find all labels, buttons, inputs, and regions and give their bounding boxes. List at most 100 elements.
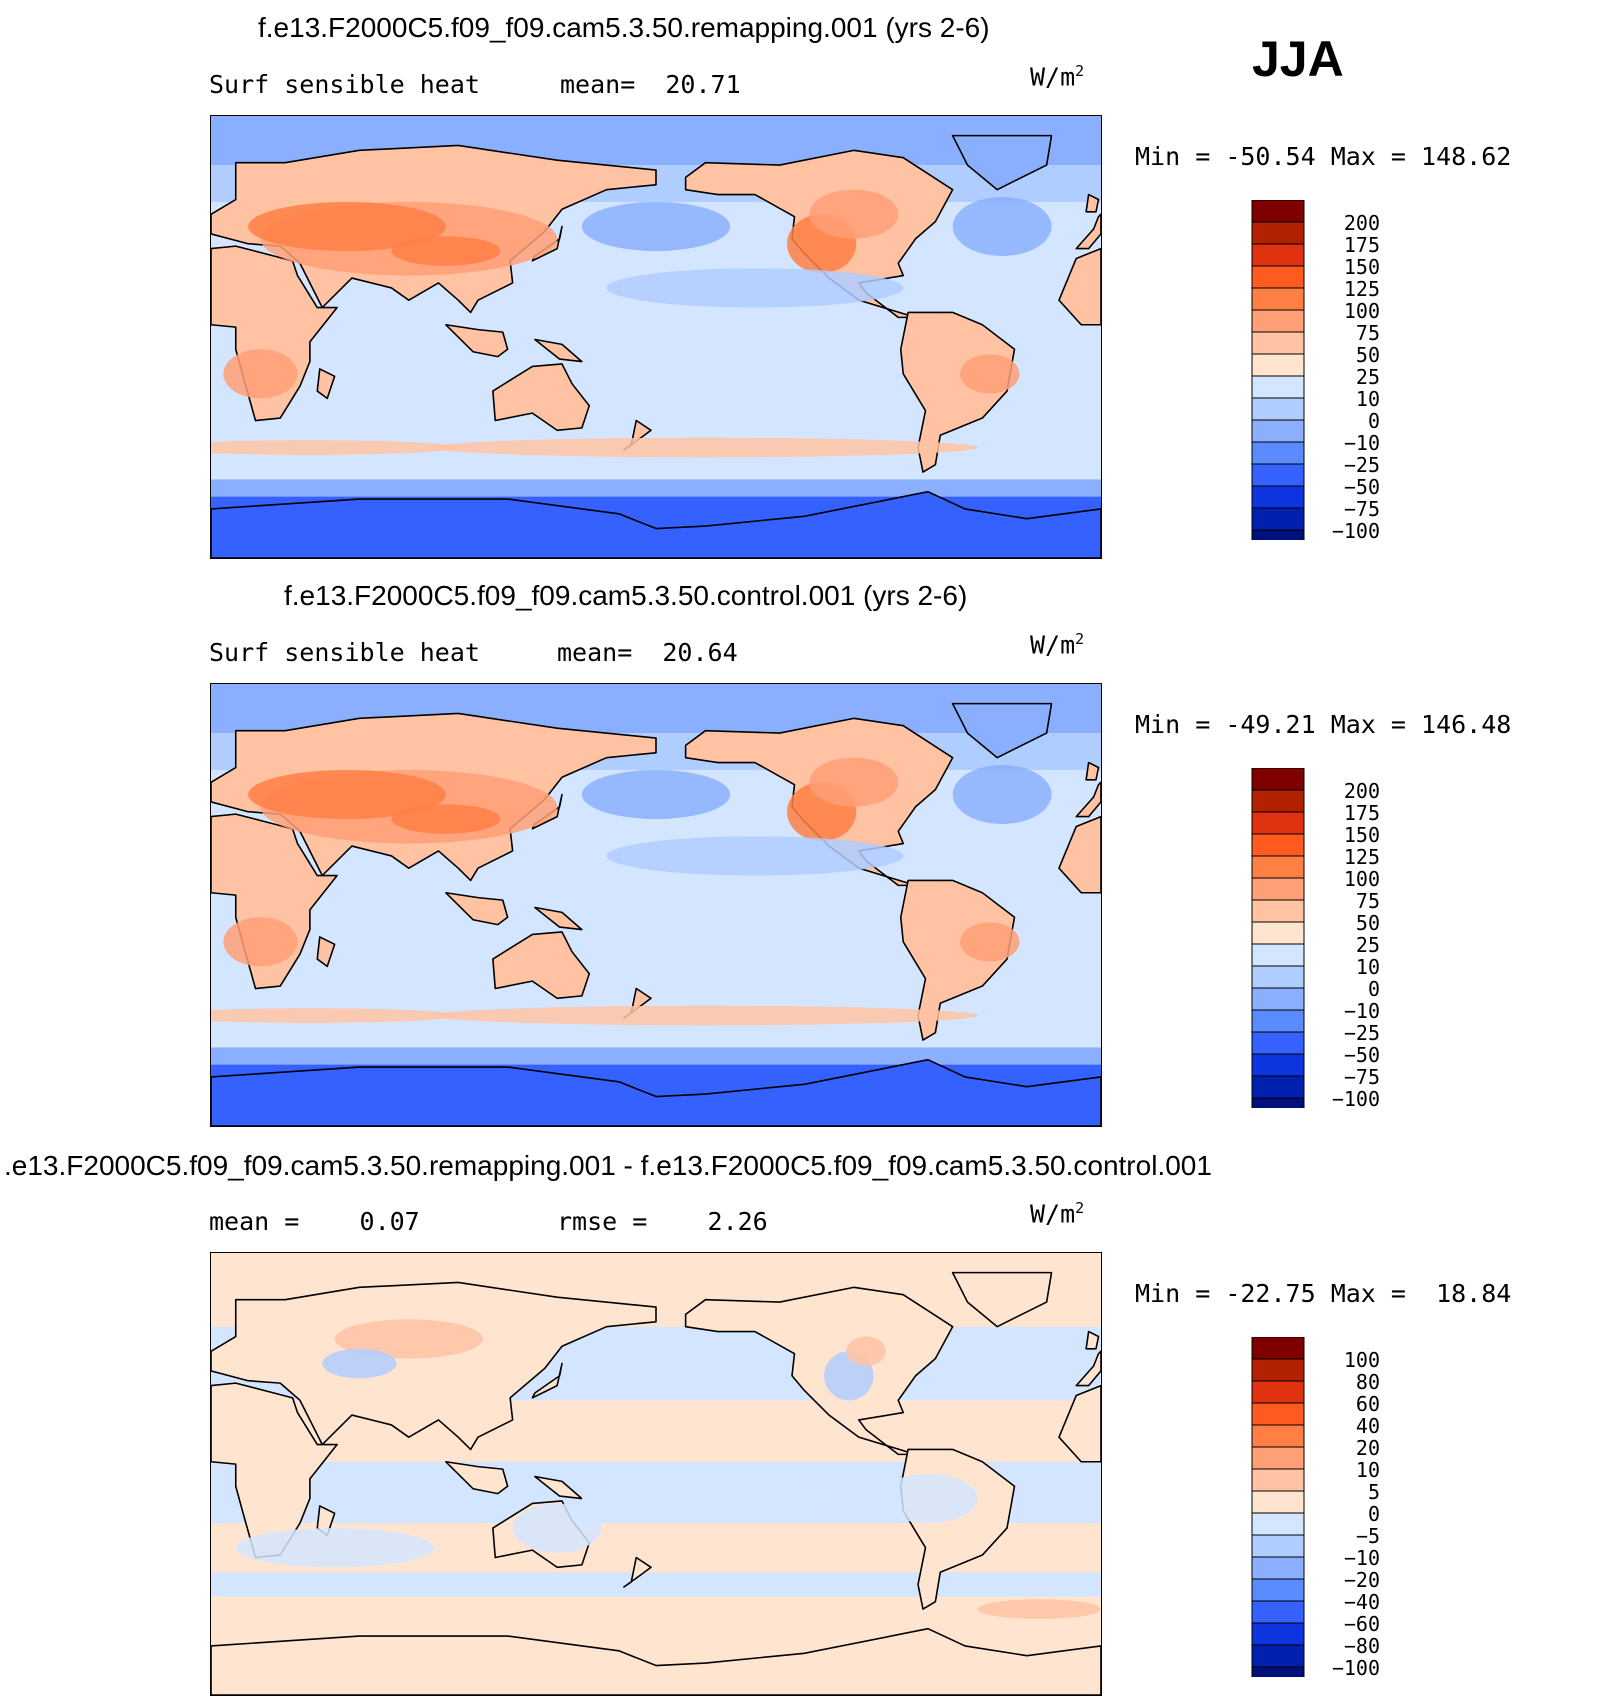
colorbar-2-tick-label: 125 bbox=[1344, 845, 1380, 869]
map-1-contour-region bbox=[223, 349, 298, 399]
colorbar-1-tick-label: −25 bbox=[1344, 453, 1380, 477]
colorbar-3-swatch bbox=[1251, 1600, 1305, 1624]
coastline-europeWest bbox=[1075, 213, 1101, 250]
panel-1-colorbar: 200 175 150 125 100 75 50 25 10 0 −10 −25 −50 −75 −100 bbox=[1250, 200, 1390, 540]
colorbar-2-swatch bbox=[1251, 1009, 1305, 1033]
colorbar-3-swatch bbox=[1251, 1534, 1305, 1558]
colorbar-2-tick-label: 200 bbox=[1344, 779, 1380, 803]
colorbar-3-swatch bbox=[1251, 1402, 1305, 1426]
colorbar-3-tick-label: 10 bbox=[1356, 1458, 1380, 1482]
colorbar-3-swatch bbox=[1251, 1622, 1305, 1646]
colorbar-2-swatch bbox=[1251, 833, 1305, 857]
panel-3-colorbar: 100 80 60 40 20 10 5 0 −5 −10 −20 −40 −60 −80 −100 bbox=[1250, 1337, 1390, 1677]
panel-2-mean-label: mean= 20.64 bbox=[557, 638, 738, 667]
map-3-contour-region bbox=[846, 1336, 886, 1366]
coastline-australia bbox=[492, 931, 591, 1000]
panel-1-mean-value: 20.71 bbox=[665, 70, 741, 99]
colorbar-1-tick-label: 100 bbox=[1344, 299, 1380, 323]
colorbar-3-swatch bbox=[1251, 1666, 1305, 1677]
colorbar-2-tick-label: 100 bbox=[1344, 867, 1380, 891]
colorbar-1-tick-label: 75 bbox=[1356, 321, 1380, 345]
colorbar-2-swatch bbox=[1251, 899, 1305, 923]
panel-3-mean-value: 0.07 bbox=[359, 1207, 420, 1236]
colorbar-2-swatch bbox=[1251, 987, 1305, 1011]
panel-2-max-value: 146.48 bbox=[1421, 710, 1512, 739]
colorbar-3-tick-label: −20 bbox=[1344, 1568, 1380, 1592]
panel-2-colorbar: 200 175 150 125 100 75 50 25 10 0 −10 −25 −50 −75 −100 bbox=[1250, 768, 1390, 1108]
coastline-indonesia bbox=[445, 1460, 509, 1495]
colorbar-3-swatch bbox=[1251, 1644, 1305, 1668]
panel-3-rmse-value: 2.26 bbox=[707, 1207, 768, 1236]
map-3-contour-region bbox=[581, 1478, 830, 1519]
map-3-contour-region bbox=[334, 1319, 483, 1359]
map-3-contour-region bbox=[878, 1474, 978, 1524]
map-1-contour-region bbox=[809, 189, 899, 239]
colorbar-1-swatch bbox=[1251, 353, 1305, 377]
map-1-zonal-band bbox=[211, 479, 1101, 497]
season-label: JJA bbox=[1252, 31, 1344, 87]
coastline-europeWest bbox=[1075, 1350, 1101, 1387]
colorbar-2-swatch bbox=[1251, 1075, 1305, 1099]
colorbar-3-swatch bbox=[1251, 1468, 1305, 1492]
colorbar-2-tick-label: −50 bbox=[1344, 1043, 1380, 1067]
colorbar-3-tick-label: −40 bbox=[1344, 1590, 1380, 1614]
colorbar-2-tick-label: 175 bbox=[1344, 801, 1380, 825]
colorbar-2-tick-label: 25 bbox=[1356, 933, 1380, 957]
colorbar-2-tick-label: 0 bbox=[1368, 977, 1380, 1001]
colorbar-2-tick-label: −25 bbox=[1344, 1021, 1380, 1045]
panel-2-title: f.e13.F2000C5.f09_f09.cam5.3.50.control.… bbox=[284, 580, 968, 611]
coastline-australia bbox=[492, 363, 591, 432]
panel-3-min-value: -22.75 bbox=[1225, 1279, 1316, 1308]
coastline-indonesia bbox=[445, 891, 509, 926]
colorbar-2-tick-label: 10 bbox=[1356, 955, 1380, 979]
colorbar-3-tick-label: −60 bbox=[1344, 1612, 1380, 1636]
map-1-contour-region bbox=[960, 354, 1020, 394]
panel-2-mean-value: 20.64 bbox=[662, 638, 738, 667]
coastline-japan bbox=[531, 1362, 563, 1399]
colorbar-3-swatch bbox=[1251, 1446, 1305, 1470]
map-2-contour-region bbox=[223, 917, 298, 967]
coastline-uk bbox=[1085, 761, 1100, 781]
colorbar-3-tick-label: 20 bbox=[1356, 1436, 1380, 1460]
colorbar-1-tick-label: −100 bbox=[1332, 519, 1380, 540]
colorbar-1-swatch bbox=[1251, 507, 1305, 531]
colorbar-3-swatch bbox=[1251, 1337, 1305, 1360]
colorbar-2-swatch bbox=[1251, 1053, 1305, 1077]
colorbar-1-swatch bbox=[1251, 287, 1305, 311]
colorbar-3-swatch bbox=[1251, 1556, 1305, 1580]
map-2-contour-region bbox=[433, 1005, 978, 1026]
colorbar-1-swatch bbox=[1251, 419, 1305, 443]
colorbar-3-tick-label: −10 bbox=[1344, 1546, 1380, 1570]
coastline-nz bbox=[623, 1556, 652, 1588]
colorbar-2-tick-label: −10 bbox=[1344, 999, 1380, 1023]
colorbar-1-swatch bbox=[1251, 331, 1305, 355]
coastline-uk bbox=[1085, 1330, 1100, 1350]
map-1-contour-region bbox=[248, 201, 446, 252]
map-2-contour-region bbox=[606, 836, 904, 876]
map-3-contour-region bbox=[977, 1599, 1101, 1619]
map-2-contour-region bbox=[581, 769, 731, 820]
colorbar-1-tick-label: −50 bbox=[1344, 475, 1380, 499]
colorbar-1-swatch bbox=[1251, 375, 1305, 399]
panel-1-units: W/m2 bbox=[1030, 62, 1085, 92]
map-3-contour-region bbox=[235, 1528, 434, 1568]
coastline-antarctica bbox=[211, 1627, 1101, 1695]
colorbar-2-swatch bbox=[1251, 789, 1305, 813]
colorbar-1-tick-label: 10 bbox=[1356, 387, 1380, 411]
colorbar-3-tick-label: 60 bbox=[1356, 1392, 1380, 1416]
map-2-contour-region bbox=[960, 922, 1020, 962]
colorbar-1-tick-label: 25 bbox=[1356, 365, 1380, 389]
coastline-antarctica bbox=[211, 490, 1101, 558]
coastline-africa bbox=[211, 1382, 338, 1559]
colorbar-1-tick-label: 50 bbox=[1356, 343, 1380, 367]
map-1-contour-region bbox=[211, 440, 459, 455]
colorbar-3-swatch bbox=[1251, 1490, 1305, 1514]
colorbar-1-swatch bbox=[1251, 309, 1305, 333]
panel-2-variable-label: Surf sensible heat bbox=[209, 638, 480, 667]
panel-1-min-max: Min = -50.54 Max = 148.62 bbox=[1135, 142, 1512, 171]
panel-1-variable-label: Surf sensible heat bbox=[209, 70, 480, 99]
coastline-ngGuinea bbox=[534, 906, 583, 931]
colorbar-2-swatch bbox=[1251, 811, 1305, 835]
colorbar-2-tick-label: 75 bbox=[1356, 889, 1380, 913]
panel-2-units: W/m2 bbox=[1030, 630, 1085, 660]
